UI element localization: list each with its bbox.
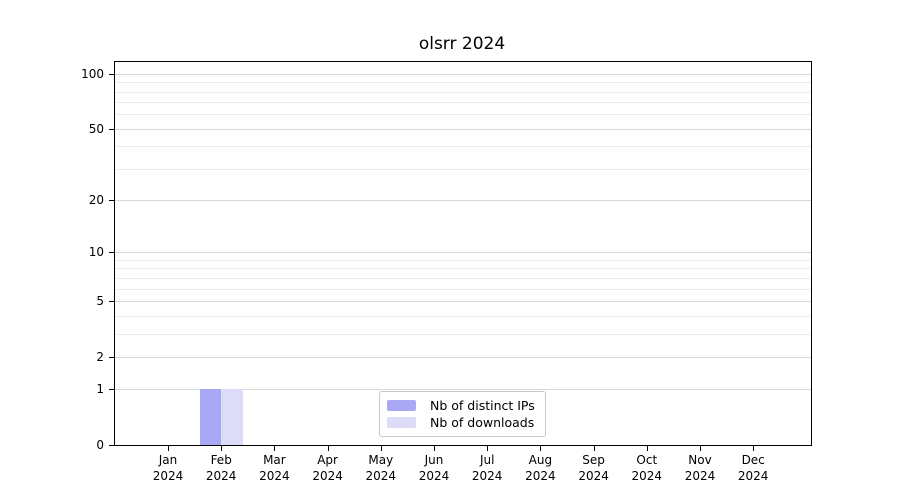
chart-title: olsrr 2024 bbox=[418, 34, 506, 54]
x-tick-mark bbox=[593, 446, 595, 451]
x-tick-mark bbox=[327, 446, 329, 451]
x-tick-label: Jun 2024 bbox=[418, 453, 450, 483]
y-tick-mark bbox=[109, 389, 114, 391]
legend-swatch bbox=[387, 417, 416, 428]
y-tick-label: 100 bbox=[81, 66, 104, 81]
x-tick-label: Nov 2024 bbox=[684, 453, 716, 483]
y-gridline-major bbox=[115, 200, 811, 202]
y-gridline-minor bbox=[115, 114, 811, 116]
x-tick-label: May 2024 bbox=[365, 453, 397, 483]
x-tick-label: Jan 2024 bbox=[152, 453, 184, 483]
legend-label: Nb of downloads bbox=[430, 415, 535, 430]
y-gridline-minor bbox=[115, 268, 811, 270]
legend-swatch bbox=[387, 400, 416, 411]
y-tick-label: 50 bbox=[88, 121, 104, 136]
x-tick-mark bbox=[434, 446, 435, 451]
x-tick-label: Dec 2024 bbox=[737, 453, 769, 483]
y-gridline-minor bbox=[115, 277, 811, 279]
x-tick-label: Apr 2024 bbox=[312, 453, 343, 483]
y-tick-label: 2 bbox=[96, 349, 104, 364]
y-gridline-minor bbox=[115, 259, 811, 261]
x-tick-mark bbox=[487, 446, 489, 451]
x-tick-mark bbox=[274, 446, 276, 451]
x-tick-label: Oct 2024 bbox=[631, 453, 663, 483]
legend-item: Nb of distinct IPs bbox=[387, 397, 535, 414]
y-gridline-major bbox=[115, 356, 811, 358]
y-gridline-major bbox=[115, 128, 811, 130]
x-tick-mark bbox=[380, 446, 382, 451]
y-tick-mark bbox=[109, 73, 114, 75]
legend: Nb of distinct IPs Nb of downloads bbox=[379, 391, 546, 437]
x-tick-mark bbox=[700, 446, 701, 451]
y-gridline-minor bbox=[115, 288, 811, 290]
y-tick-mark bbox=[109, 200, 114, 202]
y-tick-label: 1 bbox=[96, 382, 104, 397]
y-gridline-minor bbox=[115, 315, 811, 317]
bar-nb-of-downloads bbox=[221, 389, 243, 445]
x-tick-label: Jul 2024 bbox=[471, 453, 503, 483]
y-gridline-minor bbox=[115, 168, 811, 170]
x-tick-mark bbox=[753, 446, 755, 451]
y-gridline-minor bbox=[115, 82, 811, 84]
y-gridline-major bbox=[115, 389, 811, 391]
x-tick-mark bbox=[221, 446, 223, 451]
plot-area: Nb of distinct IPs Nb of downloads bbox=[114, 61, 812, 446]
bar-nb-of-distinct-ips bbox=[199, 389, 222, 445]
x-tick-label: Feb 2024 bbox=[205, 453, 237, 483]
legend-label: Nb of distinct IPs bbox=[430, 398, 535, 413]
x-tick-label: Aug 2024 bbox=[525, 453, 556, 483]
y-tick-mark bbox=[109, 128, 114, 130]
y-tick-mark bbox=[109, 300, 114, 302]
y-tick-label: 10 bbox=[88, 245, 104, 260]
legend-item: Nb of downloads bbox=[387, 414, 535, 431]
y-gridline-minor bbox=[115, 146, 811, 148]
y-tick-label: 0 bbox=[96, 438, 104, 452]
x-tick-label: Sep 2024 bbox=[578, 453, 609, 483]
y-gridline-minor bbox=[115, 102, 811, 104]
x-tick-mark bbox=[540, 446, 542, 451]
y-tick-label: 5 bbox=[96, 293, 104, 308]
y-gridline-major bbox=[115, 73, 811, 75]
x-tick-mark bbox=[168, 446, 169, 451]
y-gridline-major bbox=[115, 300, 811, 302]
y-tick-mark bbox=[109, 252, 114, 254]
y-tick-mark bbox=[109, 356, 114, 358]
y-gridline-major bbox=[115, 252, 811, 254]
y-gridline-minor bbox=[115, 333, 811, 335]
y-gridline-minor bbox=[115, 91, 811, 93]
y-tick-label: 20 bbox=[88, 193, 104, 208]
x-tick-mark bbox=[646, 446, 648, 451]
y-tick-mark bbox=[109, 445, 114, 446]
x-tick-label: Mar 2024 bbox=[259, 453, 290, 483]
